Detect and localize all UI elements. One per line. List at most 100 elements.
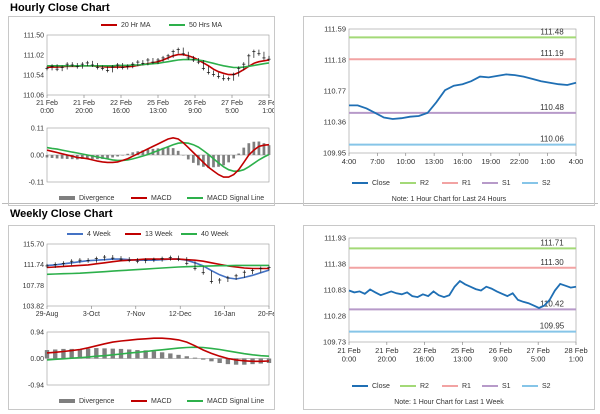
divergence-bar [262,143,266,155]
divergence-bar [101,155,104,159]
divergence-bar [45,155,49,158]
y-tick-label: 103.82 [23,304,45,311]
y-tick-label: 110.28 [324,312,346,321]
legend-r1-label: R1 [462,180,471,187]
divergence-bar [94,348,99,359]
divergence-bar [110,348,115,359]
y-tick-label: 111.50 [24,33,44,40]
divergence-bar [212,155,215,168]
divergence-bar [233,358,239,365]
divergence-bar [85,348,91,359]
y-tick-label: 0.00 [30,356,44,363]
chart-note: Note: 1 Hour Chart for Last 24 Hours [392,196,507,203]
x-tick-label: 1:00 [540,157,555,166]
divergence-bar [141,150,145,155]
legend-divergence-swatch [59,196,75,200]
level-label-s2: 110.06 [540,135,564,144]
divergence-bar [70,155,74,160]
level-label-s1: 110.48 [540,103,564,112]
divergence-bar [184,356,189,359]
divergence-bar [135,350,140,359]
x-tick-label: 3-Oct [83,311,100,318]
divergence-bar [186,155,190,160]
y-tick-label: 109.73 [323,338,346,347]
divergence-bar [156,148,160,155]
x-tick-label: 13:00 [425,157,444,166]
divergence-bar [126,153,130,155]
divergence-bar [257,141,261,155]
y-tick-label: 0.11 [31,126,44,133]
divergence-bar [232,155,236,159]
divergence-bar [252,141,256,155]
divergence-bar [102,348,107,359]
weekly-price-panel: 115.70 111.74 107.78 103.82 29-Aug 3-Oct 7-Nov… [8,225,275,410]
signal-line [46,141,270,172]
divergence-bar [171,148,175,155]
divergence-bar [201,358,206,360]
y-tick-label: 111.38 [324,260,346,269]
y-tick-label: 110.83 [324,286,346,295]
legend-s1-label: S1 [502,383,511,390]
divergence-bar [168,353,173,359]
legend-macd-label: MACD [151,195,172,202]
divergence-bar [207,155,210,168]
divergence-bar [44,350,50,359]
y-tick-label: 109.95 [323,149,346,158]
y-tick-label: 111.93 [324,234,346,243]
x-tick-label: 21 Feb 20:00 [73,100,95,115]
divergence-bar [191,155,195,163]
legend-divergence-label: Divergence [79,195,115,202]
hourly-levels-panel: 111.59 111.18 110.77 110.36 109.95 4:00 7:00 10… [303,16,595,206]
divergence-bar [127,349,132,359]
level-label-s2: 109.95 [540,322,565,331]
x-tick-label: 20-Feb [258,311,274,318]
x-tick-label: 16:00 [453,157,472,166]
y-tick-label: 111.59 [324,25,346,34]
divergence-bar [242,147,246,155]
divergence-bar [60,155,64,159]
divergence-bar [80,155,84,159]
divergence-bar [61,348,66,359]
legend-r1-label: R1 [462,383,471,390]
hourly-price-panel: 111.50 111.02 110.54 110.06 21 Feb 0:00 21 Feb… [8,16,275,206]
divergence-bar [237,153,241,155]
divergence-bar [209,358,214,362]
close-line [348,279,577,309]
y-tick-label: 110.06 [23,93,44,100]
legend-r2-label: R2 [420,383,429,390]
divergence-bar [217,358,222,364]
ma13-line [46,258,269,270]
legend-signal-label: MACD Signal Line [207,398,264,405]
ma4-line [46,258,270,280]
x-tick-label: 26 Feb 9:00 [184,100,206,115]
divergence-bar [176,150,180,155]
x-tick-label: 21 Feb 0:00 [337,346,360,364]
divergence-bar [222,155,225,166]
legend-divergence-label: Divergence [79,398,115,405]
divergence-bar [86,155,89,159]
divergence-bar [166,147,170,155]
x-tick-label: 27 Feb 5:00 [526,346,549,364]
divergence-bar [65,155,69,159]
divergence-bar [77,349,83,359]
legend-close-label: Close [372,383,390,390]
y-tick-label: 0.94 [30,330,44,337]
legend-divergence-swatch [59,399,75,403]
plot-area [46,243,270,307]
divergence-bar [192,357,198,359]
legend-s2-label: S2 [542,180,551,187]
divergence-bar [217,155,220,167]
legend-ma20-label: 20 Hr MA [121,22,151,29]
macd-line [46,337,270,363]
x-tick-label: 22 Feb 16:00 [413,346,436,364]
divergence-bar [227,155,230,163]
x-tick-label: 19:00 [481,157,500,166]
x-tick-label: 16-Jan [214,311,236,318]
divergence-bar [247,143,251,155]
signal-line [46,346,270,361]
legend-r2-label: R2 [420,180,429,187]
x-tick-label: 22:00 [510,157,529,166]
